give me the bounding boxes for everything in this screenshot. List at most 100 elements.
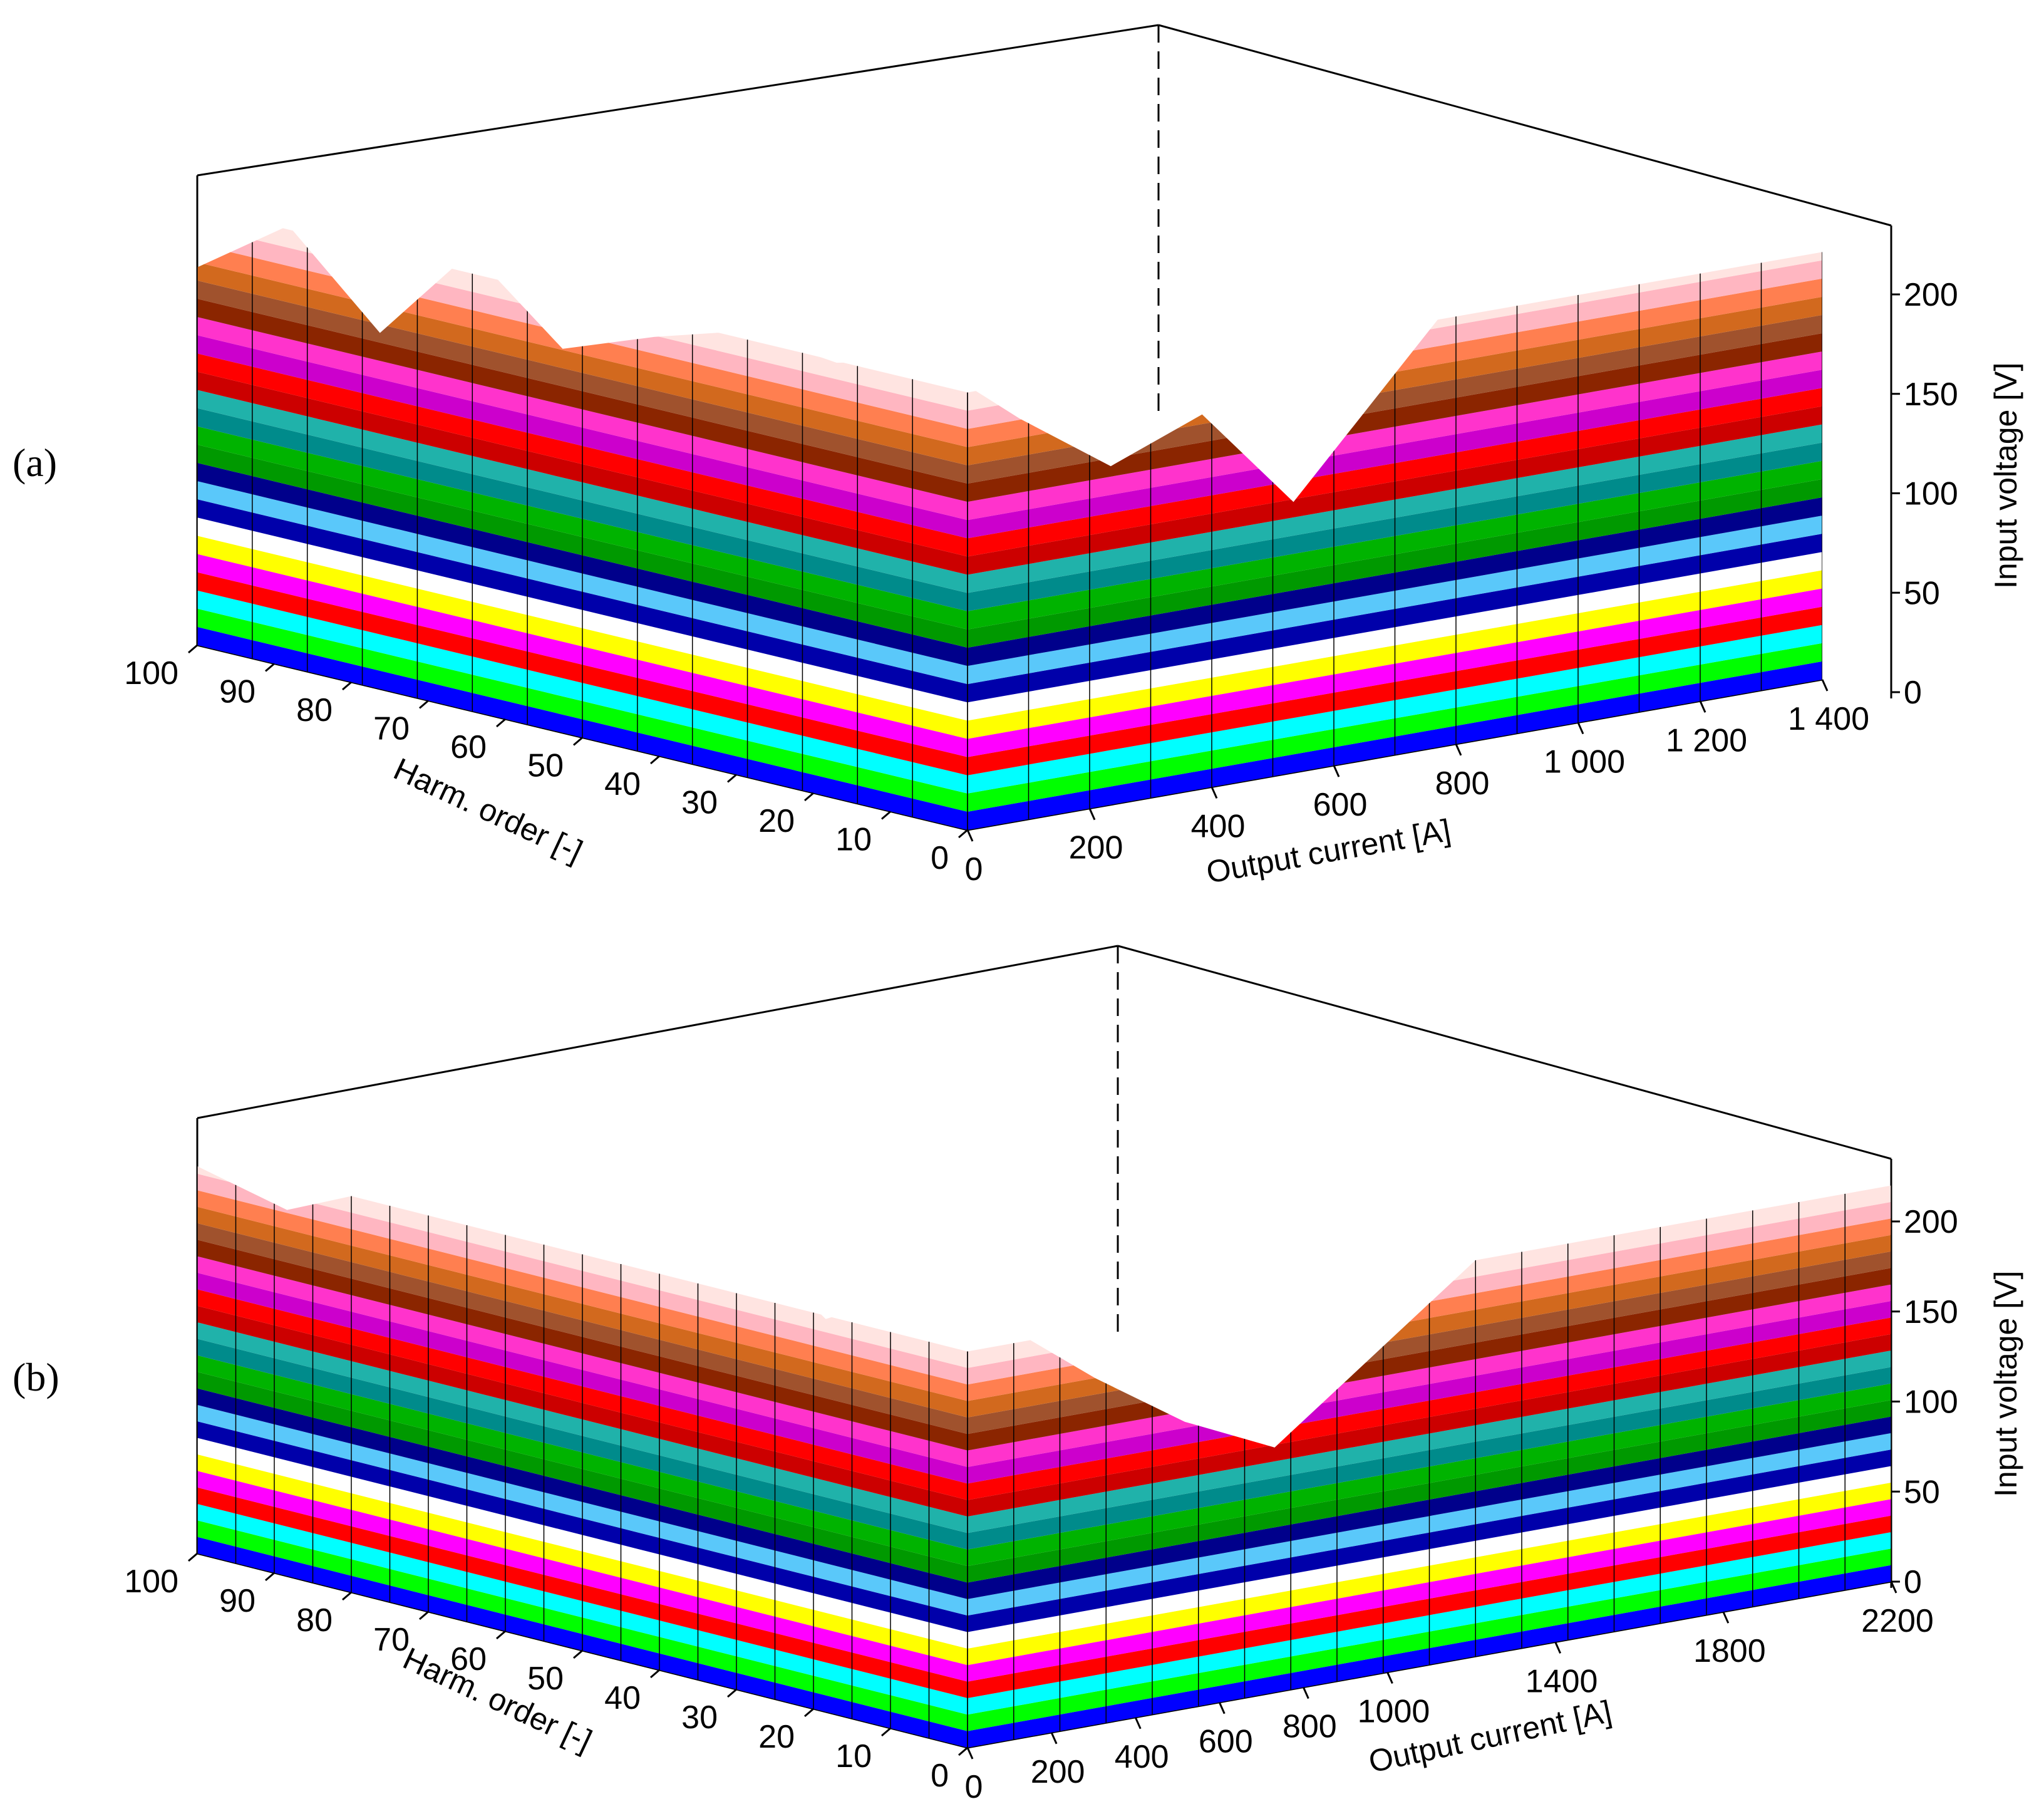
panel-b-top-back-left-edge xyxy=(197,945,1118,1119)
panel-a-y-tick-mark xyxy=(881,811,891,820)
panel-a-x-tick-label: 1 000 xyxy=(1544,744,1625,780)
panel-a-y-tick-label: 70 xyxy=(373,711,410,747)
panel-b-label: (b) xyxy=(13,1355,59,1399)
panel-b-voltage-band xyxy=(197,1289,1891,1500)
panel-a-voltage-band xyxy=(197,426,1822,630)
panel-b-top-back-right-edge xyxy=(1117,945,1892,1160)
panel-a-x-tick-mark xyxy=(1821,679,1829,692)
panel-a-y-tick-mark xyxy=(650,755,660,765)
panel-b-y-tick-label: 20 xyxy=(758,1719,795,1755)
panel-b-x-tick-label: 1400 xyxy=(1525,1663,1598,1699)
panel-a-x-tick-label: 1 400 xyxy=(1788,701,1869,737)
panel-a-voltage-band xyxy=(197,536,1822,739)
panel-a-y-tick-label: 50 xyxy=(527,748,564,784)
panel-b-voltage-band xyxy=(197,1166,1891,1368)
panel-b-voltage-band xyxy=(197,1272,1891,1484)
panel-a-z-tick-label: 50 xyxy=(1904,575,1940,611)
panel-b-z-tick-label: 50 xyxy=(1904,1474,1940,1510)
panel-b-y-tick-label: 80 xyxy=(296,1602,333,1639)
panel-a-y-tick-label: 90 xyxy=(219,674,256,710)
panel-a-x-tick-mark xyxy=(1210,786,1218,799)
panel-b-z-tick-label: 150 xyxy=(1904,1294,1958,1330)
panel-b-y-tick-mark xyxy=(958,1746,968,1756)
panel-a-y-tick-label: 60 xyxy=(450,729,487,765)
panel-b-voltage-band xyxy=(197,1256,1891,1467)
panel-b-y-tick-mark xyxy=(804,1708,814,1718)
panel-b-x-tick-mark xyxy=(1890,1581,1897,1594)
panel-b-y-tick-mark xyxy=(188,1552,198,1562)
panel-b-y-tick-mark xyxy=(419,1610,429,1620)
panel-a-y-tick-mark xyxy=(188,644,198,654)
panel-a-voltage-band xyxy=(197,408,1822,611)
panel-a-voltage-band xyxy=(197,554,1822,757)
panel-b-y-tick-label: 30 xyxy=(681,1699,718,1736)
panel-a-z-tick-label: 100 xyxy=(1904,476,1958,512)
panel-b-x-tick-label: 2200 xyxy=(1861,1603,1934,1639)
panel-b-x-tick-mark xyxy=(1554,1641,1562,1654)
panel-a-voltage-band xyxy=(197,226,1822,429)
panel-b-y-tick-mark xyxy=(342,1591,352,1601)
panel-b-y-tick-label: 100 xyxy=(124,1563,178,1600)
panel-a-y-tick-label: 0 xyxy=(931,840,949,876)
panel-a-y-tick-mark xyxy=(804,792,814,802)
panel-a-x-tick-label: 0 xyxy=(965,851,983,888)
panel-b-x-tick-mark xyxy=(1050,1732,1058,1744)
panel-b-x-tick-mark xyxy=(1134,1717,1142,1729)
panel-a-voltage-band xyxy=(197,462,1822,666)
panel-a-voltage-band xyxy=(197,572,1822,775)
panel-b-y-tick-mark xyxy=(496,1630,506,1640)
panel-a-voltage-band xyxy=(197,244,1822,447)
panel-b-surface xyxy=(197,1166,1891,1748)
panel-a-voltage-band xyxy=(197,481,1822,685)
panel-b-voltage-band xyxy=(197,1537,1891,1748)
panel-b-y-ticks: 0 10 20 30 40 50 60 70 80 90 100 xyxy=(124,1552,968,1794)
panel-b-x-tick-mark xyxy=(1302,1687,1309,1699)
panel-a-z-axis-title: Input voltage [V] xyxy=(1988,363,2023,589)
panel-b-voltage-band xyxy=(197,1372,1891,1583)
panel-b-voltage-band xyxy=(197,1520,1891,1731)
panel-b-surface-grid xyxy=(197,1166,1891,1748)
panel-b-y-tick-label: 70 xyxy=(373,1622,410,1658)
panel-a-x-tick-mark xyxy=(1088,808,1096,821)
panel-a-voltage-band xyxy=(197,499,1822,703)
panel-b-y-tick-mark xyxy=(881,1727,891,1737)
panel-a-voltage-band xyxy=(197,317,1822,521)
panel-b-y-tick-mark xyxy=(727,1688,737,1698)
panel-b-voltage-band xyxy=(197,1471,1891,1682)
panel-b-y-axis-title: Harm. order [-] xyxy=(398,1641,597,1758)
panel-a-top-back-right-edge xyxy=(1158,24,1892,227)
panel-a-surface xyxy=(197,226,1822,830)
panel-b-y-tick-mark xyxy=(573,1649,583,1659)
panel-b-voltage-band xyxy=(197,1305,1891,1517)
panel-a-y-tick-mark xyxy=(573,737,583,746)
panel-a-voltage-band xyxy=(197,608,1822,812)
panel-b-voltage-band xyxy=(197,1503,1891,1715)
panel-b-y-tick-mark xyxy=(265,1572,275,1582)
panel-a-y-tick-label: 100 xyxy=(124,655,178,692)
panel-b-y-tick-label: 40 xyxy=(604,1680,641,1716)
panel-a-voltage-band xyxy=(197,262,1822,465)
panel-b-y-tick-label: 90 xyxy=(219,1583,256,1619)
panel-b-voltage-band xyxy=(197,1388,1891,1599)
panel-a-z-tick-label: 200 xyxy=(1904,277,1958,313)
panel-a-voltage-band xyxy=(197,444,1822,648)
panel-a-x-tick-label: 400 xyxy=(1191,808,1246,844)
panel-a-top-back-left-edge xyxy=(197,24,1159,177)
panel-a-y-tick-mark xyxy=(265,663,275,672)
panel-b-voltage-band xyxy=(197,1339,1891,1550)
panel-b-x-tick-mark xyxy=(1386,1671,1393,1684)
panel-a-voltage-band xyxy=(197,517,1822,721)
panel-b-x-tick-label: 800 xyxy=(1283,1709,1337,1745)
panel-b-voltage-band xyxy=(197,1206,1891,1418)
panel-a-x-tick-label: 1 200 xyxy=(1666,722,1747,759)
panel-b-y-tick-label: 0 xyxy=(931,1758,949,1794)
panel-a-y-tick-label: 40 xyxy=(604,766,641,802)
panel-a-x-ticks: 0 200 400 600 800 1 000 1 200 1 400 xyxy=(965,679,1869,888)
panel-a-voltage-band xyxy=(197,590,1822,794)
panel-a-voltage-band xyxy=(197,390,1822,593)
panel-a-z-tick-label: 150 xyxy=(1904,376,1958,413)
panel-b-voltage-band xyxy=(197,1454,1891,1666)
panel-b-z-axis-title: Input voltage [V] xyxy=(1988,1271,2023,1497)
panel-a-label: (a) xyxy=(13,440,57,485)
